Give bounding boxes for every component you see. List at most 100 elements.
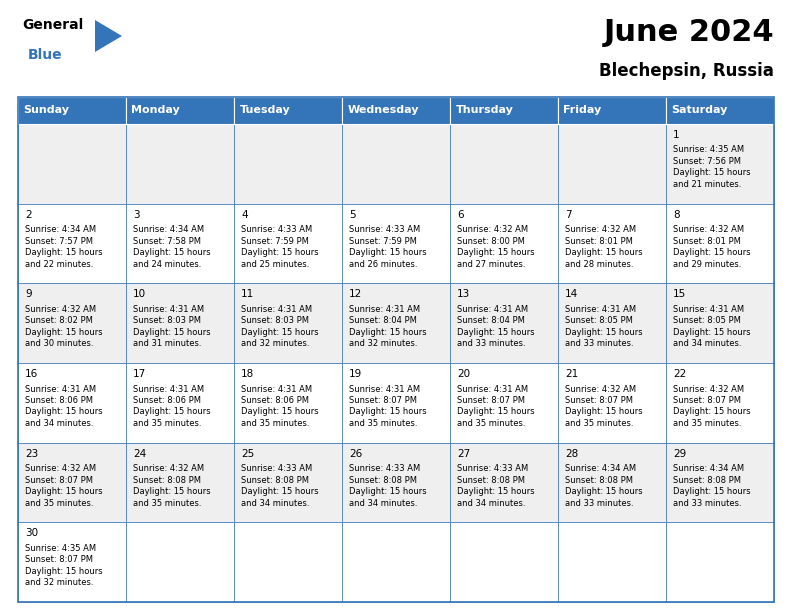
Text: Wednesday: Wednesday bbox=[348, 105, 419, 116]
Bar bbox=[126, 97, 234, 124]
Text: Sunrise: 4:32 AM
Sunset: 8:01 PM
Daylight: 15 hours
and 29 minutes.: Sunrise: 4:32 AM Sunset: 8:01 PM Dayligh… bbox=[673, 225, 751, 269]
Bar bbox=[234, 283, 342, 363]
Bar bbox=[450, 442, 558, 522]
Text: General: General bbox=[22, 18, 83, 32]
Bar bbox=[126, 283, 234, 363]
Text: 5: 5 bbox=[349, 210, 356, 220]
Bar bbox=[234, 363, 342, 442]
Bar bbox=[18, 363, 126, 442]
Text: Sunrise: 4:32 AM
Sunset: 8:00 PM
Daylight: 15 hours
and 27 minutes.: Sunrise: 4:32 AM Sunset: 8:00 PM Dayligh… bbox=[457, 225, 535, 269]
Bar bbox=[342, 204, 450, 283]
Text: Sunrise: 4:32 AM
Sunset: 8:02 PM
Daylight: 15 hours
and 30 minutes.: Sunrise: 4:32 AM Sunset: 8:02 PM Dayligh… bbox=[25, 305, 103, 348]
Text: Sunrise: 4:32 AM
Sunset: 8:01 PM
Daylight: 15 hours
and 28 minutes.: Sunrise: 4:32 AM Sunset: 8:01 PM Dayligh… bbox=[565, 225, 642, 269]
Text: Sunrise: 4:31 AM
Sunset: 8:07 PM
Daylight: 15 hours
and 35 minutes.: Sunrise: 4:31 AM Sunset: 8:07 PM Dayligh… bbox=[349, 384, 427, 428]
Bar bbox=[126, 363, 234, 442]
Bar bbox=[18, 97, 774, 602]
Text: 1: 1 bbox=[673, 130, 680, 140]
Polygon shape bbox=[95, 20, 122, 52]
Bar bbox=[666, 283, 774, 363]
Bar bbox=[18, 124, 126, 204]
Bar bbox=[18, 442, 126, 522]
Bar bbox=[558, 124, 666, 204]
Bar bbox=[342, 283, 450, 363]
Text: Sunrise: 4:34 AM
Sunset: 8:08 PM
Daylight: 15 hours
and 33 minutes.: Sunrise: 4:34 AM Sunset: 8:08 PM Dayligh… bbox=[673, 464, 751, 507]
Bar bbox=[126, 124, 234, 204]
Text: 2: 2 bbox=[25, 210, 32, 220]
Text: June 2024: June 2024 bbox=[604, 18, 774, 47]
Text: Sunrise: 4:31 AM
Sunset: 8:03 PM
Daylight: 15 hours
and 32 minutes.: Sunrise: 4:31 AM Sunset: 8:03 PM Dayligh… bbox=[241, 305, 318, 348]
Text: Thursday: Thursday bbox=[455, 105, 513, 116]
Text: Sunrise: 4:35 AM
Sunset: 8:07 PM
Daylight: 15 hours
and 32 minutes.: Sunrise: 4:35 AM Sunset: 8:07 PM Dayligh… bbox=[25, 544, 103, 587]
Bar bbox=[234, 204, 342, 283]
Bar bbox=[450, 363, 558, 442]
Bar bbox=[666, 97, 774, 124]
Text: 14: 14 bbox=[565, 289, 578, 299]
Text: 12: 12 bbox=[349, 289, 362, 299]
Bar bbox=[126, 204, 234, 283]
Text: Sunrise: 4:32 AM
Sunset: 8:08 PM
Daylight: 15 hours
and 35 minutes.: Sunrise: 4:32 AM Sunset: 8:08 PM Dayligh… bbox=[133, 464, 211, 507]
Text: 29: 29 bbox=[673, 449, 686, 458]
Text: Sunrise: 4:31 AM
Sunset: 8:04 PM
Daylight: 15 hours
and 33 minutes.: Sunrise: 4:31 AM Sunset: 8:04 PM Dayligh… bbox=[457, 305, 535, 348]
Bar bbox=[558, 97, 666, 124]
Text: 28: 28 bbox=[565, 449, 578, 458]
Text: Sunrise: 4:35 AM
Sunset: 7:56 PM
Daylight: 15 hours
and 21 minutes.: Sunrise: 4:35 AM Sunset: 7:56 PM Dayligh… bbox=[673, 146, 751, 189]
Bar bbox=[666, 363, 774, 442]
Text: Sunrise: 4:31 AM
Sunset: 8:06 PM
Daylight: 15 hours
and 35 minutes.: Sunrise: 4:31 AM Sunset: 8:06 PM Dayligh… bbox=[241, 384, 318, 428]
Bar bbox=[126, 442, 234, 522]
Bar bbox=[558, 283, 666, 363]
Text: Sunrise: 4:31 AM
Sunset: 8:05 PM
Daylight: 15 hours
and 33 minutes.: Sunrise: 4:31 AM Sunset: 8:05 PM Dayligh… bbox=[565, 305, 642, 348]
Text: 3: 3 bbox=[133, 210, 139, 220]
Bar bbox=[558, 522, 666, 602]
Text: Sunrise: 4:31 AM
Sunset: 8:06 PM
Daylight: 15 hours
and 34 minutes.: Sunrise: 4:31 AM Sunset: 8:06 PM Dayligh… bbox=[25, 384, 103, 428]
Text: 16: 16 bbox=[25, 369, 38, 379]
Bar bbox=[558, 442, 666, 522]
Text: 30: 30 bbox=[25, 528, 38, 539]
Text: 17: 17 bbox=[133, 369, 147, 379]
Text: Sunrise: 4:31 AM
Sunset: 8:05 PM
Daylight: 15 hours
and 34 minutes.: Sunrise: 4:31 AM Sunset: 8:05 PM Dayligh… bbox=[673, 305, 751, 348]
Bar bbox=[450, 204, 558, 283]
Bar bbox=[126, 522, 234, 602]
Text: Sunrise: 4:31 AM
Sunset: 8:04 PM
Daylight: 15 hours
and 32 minutes.: Sunrise: 4:31 AM Sunset: 8:04 PM Dayligh… bbox=[349, 305, 427, 348]
Bar bbox=[558, 204, 666, 283]
Text: Sunrise: 4:32 AM
Sunset: 8:07 PM
Daylight: 15 hours
and 35 minutes.: Sunrise: 4:32 AM Sunset: 8:07 PM Dayligh… bbox=[25, 464, 103, 507]
Bar bbox=[234, 97, 342, 124]
Text: 11: 11 bbox=[241, 289, 254, 299]
Text: Sunrise: 4:32 AM
Sunset: 8:07 PM
Daylight: 15 hours
and 35 minutes.: Sunrise: 4:32 AM Sunset: 8:07 PM Dayligh… bbox=[673, 384, 751, 428]
Text: Tuesday: Tuesday bbox=[239, 105, 290, 116]
Bar bbox=[666, 442, 774, 522]
Text: Saturday: Saturday bbox=[672, 105, 728, 116]
Bar bbox=[450, 124, 558, 204]
Text: Sunrise: 4:33 AM
Sunset: 8:08 PM
Daylight: 15 hours
and 34 minutes.: Sunrise: 4:33 AM Sunset: 8:08 PM Dayligh… bbox=[457, 464, 535, 507]
Text: Sunrise: 4:33 AM
Sunset: 7:59 PM
Daylight: 15 hours
and 26 minutes.: Sunrise: 4:33 AM Sunset: 7:59 PM Dayligh… bbox=[349, 225, 427, 269]
Bar bbox=[558, 363, 666, 442]
Text: 19: 19 bbox=[349, 369, 362, 379]
Bar bbox=[666, 204, 774, 283]
Bar bbox=[18, 97, 126, 124]
Text: Sunrise: 4:34 AM
Sunset: 7:57 PM
Daylight: 15 hours
and 22 minutes.: Sunrise: 4:34 AM Sunset: 7:57 PM Dayligh… bbox=[25, 225, 103, 269]
Bar bbox=[666, 522, 774, 602]
Text: Sunrise: 4:31 AM
Sunset: 8:07 PM
Daylight: 15 hours
and 35 minutes.: Sunrise: 4:31 AM Sunset: 8:07 PM Dayligh… bbox=[457, 384, 535, 428]
Bar bbox=[18, 283, 126, 363]
Text: 22: 22 bbox=[673, 369, 686, 379]
Bar bbox=[18, 522, 126, 602]
Text: 13: 13 bbox=[457, 289, 470, 299]
Text: Monday: Monday bbox=[131, 105, 180, 116]
Text: Blechepsin, Russia: Blechepsin, Russia bbox=[599, 62, 774, 80]
Text: Sunrise: 4:31 AM
Sunset: 8:03 PM
Daylight: 15 hours
and 31 minutes.: Sunrise: 4:31 AM Sunset: 8:03 PM Dayligh… bbox=[133, 305, 211, 348]
Bar bbox=[342, 442, 450, 522]
Text: 20: 20 bbox=[457, 369, 470, 379]
Text: 21: 21 bbox=[565, 369, 578, 379]
Text: Sunrise: 4:33 AM
Sunset: 8:08 PM
Daylight: 15 hours
and 34 minutes.: Sunrise: 4:33 AM Sunset: 8:08 PM Dayligh… bbox=[241, 464, 318, 507]
Text: Friday: Friday bbox=[563, 105, 602, 116]
Text: 4: 4 bbox=[241, 210, 248, 220]
Bar bbox=[666, 124, 774, 204]
Text: Sunrise: 4:34 AM
Sunset: 8:08 PM
Daylight: 15 hours
and 33 minutes.: Sunrise: 4:34 AM Sunset: 8:08 PM Dayligh… bbox=[565, 464, 642, 507]
Text: 24: 24 bbox=[133, 449, 147, 458]
Text: Sunrise: 4:33 AM
Sunset: 8:08 PM
Daylight: 15 hours
and 34 minutes.: Sunrise: 4:33 AM Sunset: 8:08 PM Dayligh… bbox=[349, 464, 427, 507]
Text: 25: 25 bbox=[241, 449, 254, 458]
Text: 8: 8 bbox=[673, 210, 680, 220]
Text: Sunrise: 4:31 AM
Sunset: 8:06 PM
Daylight: 15 hours
and 35 minutes.: Sunrise: 4:31 AM Sunset: 8:06 PM Dayligh… bbox=[133, 384, 211, 428]
Bar bbox=[342, 363, 450, 442]
Text: Sunrise: 4:34 AM
Sunset: 7:58 PM
Daylight: 15 hours
and 24 minutes.: Sunrise: 4:34 AM Sunset: 7:58 PM Dayligh… bbox=[133, 225, 211, 269]
Text: Sunday: Sunday bbox=[24, 105, 70, 116]
